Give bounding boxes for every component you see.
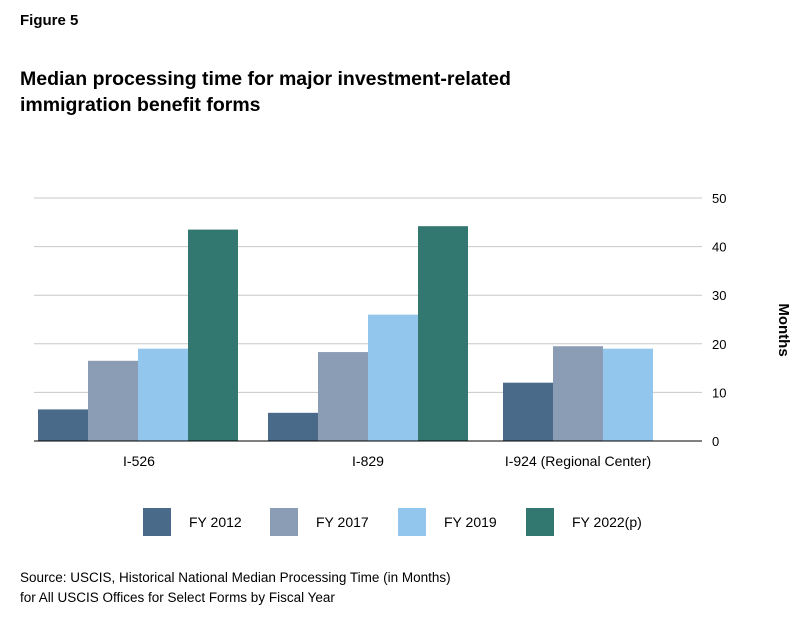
legend-label-fy2022p: FY 2022(p) (572, 514, 642, 530)
legend-swatch-fy2012 (143, 508, 171, 536)
bar (418, 226, 468, 441)
x-tick-label: I-829 (352, 453, 384, 469)
axes: 0 10 20 30 40 50 I-526 I-829 I-924 (Regional Cen… (34, 191, 726, 469)
legend-swatch-fy2022p (526, 508, 554, 536)
legend-item-fy2022p: FY 2022(p) (526, 508, 642, 536)
bar (268, 412, 318, 441)
bar (368, 314, 418, 441)
legend-label-fy2019: FY 2019 (444, 514, 497, 530)
source-line-2: for All USCIS Offices for Select Forms b… (20, 590, 335, 605)
bar (553, 346, 603, 441)
legend: FY 2012 FY 2017 FY 2019 FY 2022(p) (0, 508, 809, 538)
bar (188, 229, 238, 441)
x-tick-label: I-924 (Regional Center) (505, 453, 651, 469)
legend-label-fy2012: FY 2012 (189, 514, 242, 530)
legend-label-fy2017: FY 2017 (316, 514, 369, 530)
y-tick-label: 10 (712, 385, 726, 400)
legend-item-fy2012: FY 2012 (143, 508, 242, 536)
source-note: Source: USCIS, Historical National Media… (20, 568, 451, 608)
bar-chart: 0 10 20 30 40 50 I-526 I-829 I-924 (Regional Cen… (34, 191, 792, 469)
y-tick-label: 20 (712, 337, 726, 352)
bar (318, 352, 368, 441)
y-tick-label: 0 (712, 434, 719, 449)
x-tick-label: I-526 (123, 453, 155, 469)
y-axis-label: Months (775, 303, 792, 356)
y-tick-label: 50 (712, 191, 726, 206)
legend-swatch-fy2017 (270, 508, 298, 536)
y-tick-label: 30 (712, 288, 726, 303)
y-tick-label: 40 (712, 240, 726, 255)
legend-item-fy2019: FY 2019 (398, 508, 497, 536)
bar (38, 409, 88, 441)
legend-item-fy2017: FY 2017 (270, 508, 369, 536)
bar (603, 348, 653, 441)
chart-title: Median processing time for major investm… (20, 68, 511, 116)
legend-swatch-fy2019 (398, 508, 426, 536)
bars (38, 226, 653, 441)
bar (503, 382, 553, 441)
figure-label: Figure 5 (20, 12, 79, 29)
source-line-1: Source: USCIS, Historical National Media… (20, 570, 451, 585)
bar (88, 360, 138, 441)
bar (138, 348, 188, 441)
